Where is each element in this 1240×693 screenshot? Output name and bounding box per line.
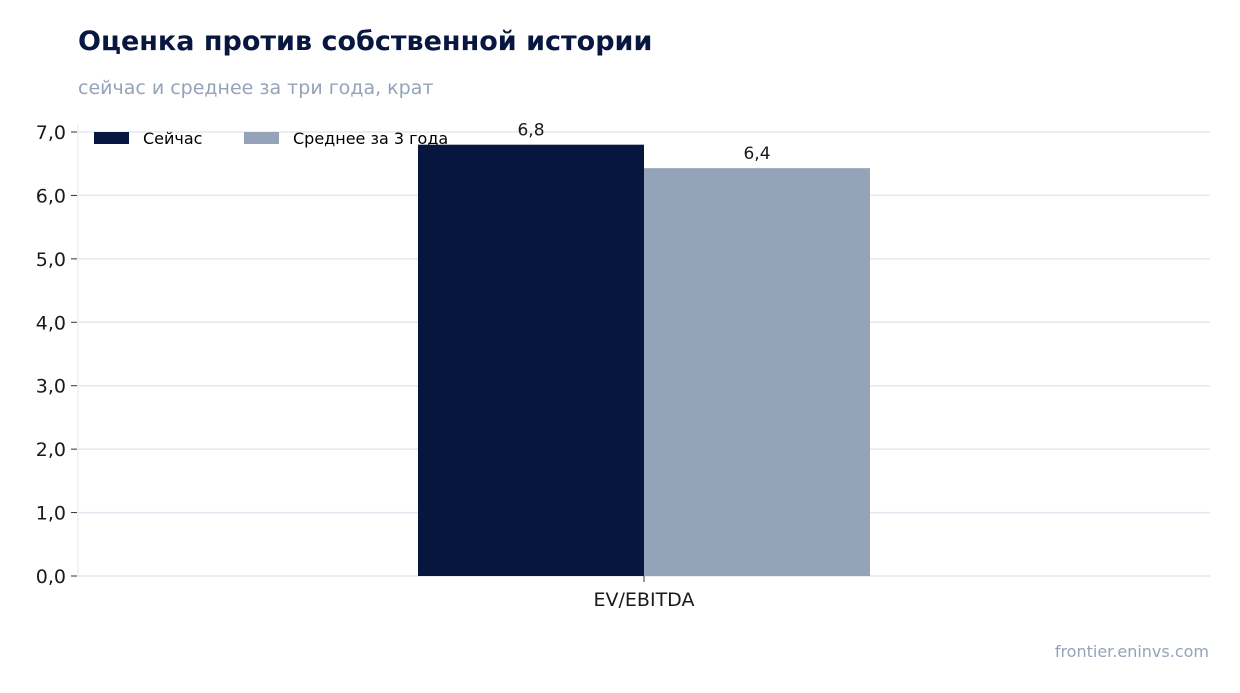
legend: Сейчас Среднее за 3 года	[94, 129, 448, 148]
data-label: 6,8	[517, 121, 544, 141]
y-tick-label: 7,0	[36, 122, 66, 144]
y-tick-label: 1,0	[36, 503, 66, 525]
y-tick-label: 3,0	[36, 376, 66, 398]
x-axis: EV/EBITDA	[594, 576, 695, 611]
y-axis: 0,0 1,0 2,0 3,0 4,0 5,0 6,0 7,0	[36, 122, 79, 588]
y-tick-label: 2,0	[36, 439, 66, 461]
y-tick-label: 0,0	[36, 566, 66, 588]
bars: 6,8 6,4	[418, 121, 870, 576]
chart-title: Оценка против собственной истории	[78, 26, 653, 57]
y-tick-label: 6,0	[36, 185, 66, 207]
legend-label: Сейчас	[143, 129, 202, 148]
y-tick-label: 5,0	[36, 249, 66, 271]
chart-subtitle: сейчас и среднее за три года, крат	[78, 77, 434, 99]
bar-now	[418, 144, 644, 576]
data-label: 6,4	[743, 144, 770, 164]
legend-swatch	[244, 132, 279, 144]
y-tick-label: 4,0	[36, 312, 66, 334]
x-tick-label: EV/EBITDA	[594, 589, 695, 611]
legend-label: Среднее за 3 года	[293, 129, 448, 148]
bar-avg	[644, 168, 870, 576]
source-footer: frontier.eninvs.com	[1054, 642, 1209, 661]
legend-swatch	[94, 132, 129, 144]
